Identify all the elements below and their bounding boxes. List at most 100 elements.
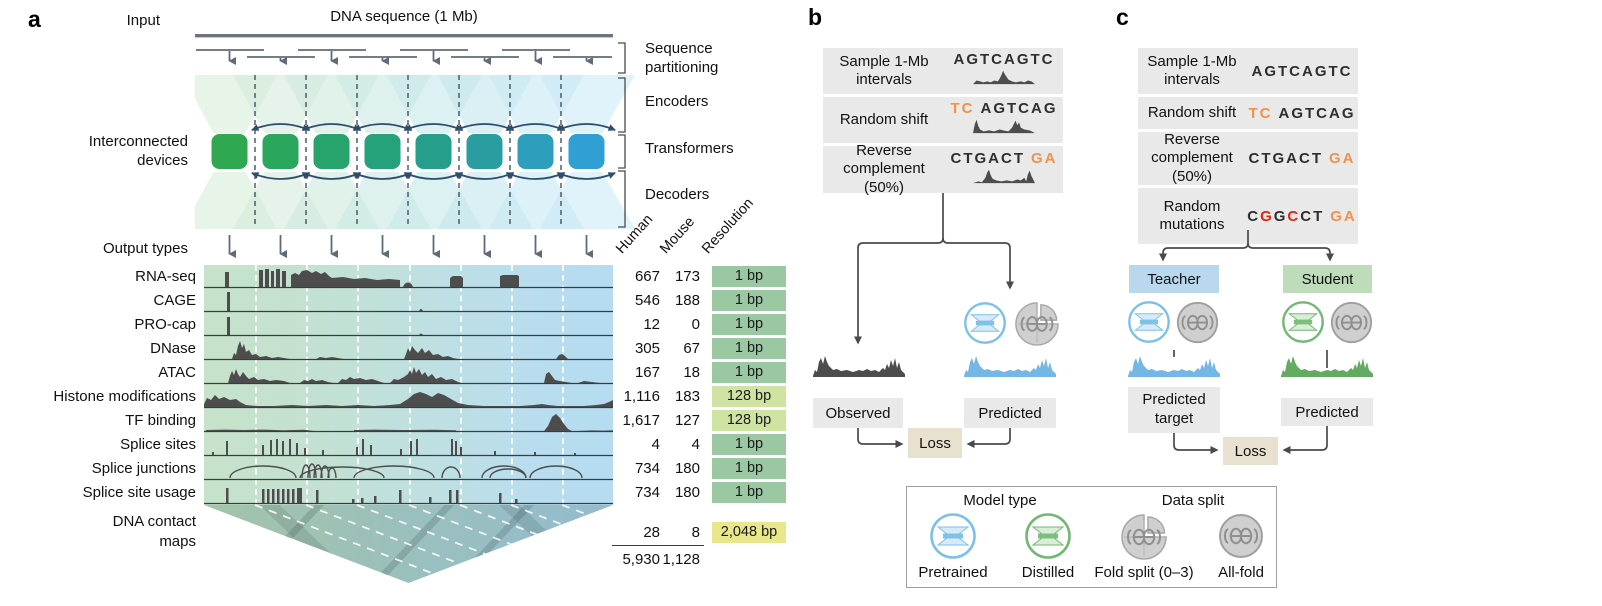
dna-sequence-title: DNA sequence (1 Mb) xyxy=(330,8,478,25)
distilled-model-icon xyxy=(1025,513,1071,559)
mini-track xyxy=(973,169,1035,183)
mouse-count: 127 xyxy=(674,412,700,429)
track-label: DNase xyxy=(150,340,196,357)
pretrained-model-icon xyxy=(964,302,1006,344)
panel-c-label: c xyxy=(1116,4,1129,30)
resolution-badge: 1 bp xyxy=(712,434,786,455)
human-count: 167 xyxy=(634,364,660,381)
mouse-total: 1,128 xyxy=(662,551,700,568)
predicted-box: Predicted xyxy=(1281,398,1373,426)
resolution-badge: 128 bp xyxy=(712,410,786,431)
predicted-track xyxy=(964,356,1056,377)
decoder-funnels xyxy=(195,172,635,229)
mouse-count: 18 xyxy=(683,364,700,381)
mouse-count: 67 xyxy=(683,340,700,357)
resolution-badge: 2,048 bp xyxy=(712,522,786,543)
predicted-target-box: Predicted target xyxy=(1128,387,1220,433)
augmentation-label: Random shift xyxy=(1147,103,1237,121)
human-count: 305 xyxy=(634,340,660,357)
all-fold-icon xyxy=(1329,300,1374,345)
resolution-badge: 1 bp xyxy=(712,290,786,311)
track-label: PRO-cap xyxy=(134,316,196,333)
device-separators xyxy=(254,75,562,228)
sequence-text: CTGACT GA xyxy=(1248,150,1356,167)
track-label: TF binding xyxy=(125,412,196,429)
track-cage xyxy=(204,292,613,313)
stage-label-decoders: Decoders xyxy=(645,186,710,203)
track-label: ATAC xyxy=(158,364,196,381)
human-count: 734 xyxy=(634,460,660,477)
legend-data-split-title: Data split xyxy=(1161,492,1225,509)
augmentation-box-shift: Random shift TC AGTCAG xyxy=(1138,97,1358,129)
track-splice-sites xyxy=(204,439,613,457)
track-label: CAGE xyxy=(153,292,196,309)
human-count: 28 xyxy=(643,524,660,541)
output-tracks-block xyxy=(204,265,613,505)
encoder-funnels xyxy=(195,75,635,133)
track-label: Histone modifications xyxy=(53,388,196,405)
observed-track xyxy=(813,356,905,377)
sequence-text: AGTCAGTC xyxy=(1251,62,1353,80)
augmentation-box-sample: Sample 1-Mb intervals AGTCAGTC xyxy=(823,48,1063,94)
track-rna-seq xyxy=(204,269,613,289)
track-atac xyxy=(204,367,613,385)
sequence-text: TC AGTCAG xyxy=(1248,104,1356,122)
output-arrows xyxy=(228,235,593,258)
augmentation-label: Reverse complement (50%) xyxy=(843,142,925,196)
track-label: Splice junctions xyxy=(91,460,196,477)
augmentation-label: Random mutations xyxy=(1159,197,1225,233)
resolution-badge: 1 bp xyxy=(712,362,786,383)
augmentation-box-shift: Random shift TC AGTCAG xyxy=(823,97,1063,143)
augmentation-box-sample: Sample 1-Mb intervals AGTCAGTC xyxy=(1138,48,1358,94)
panel-a-label: a xyxy=(28,6,41,32)
mouse-count: 4 xyxy=(691,436,700,453)
legend-model-type-title: Model type xyxy=(963,492,1037,509)
mouse-count: 183 xyxy=(674,388,700,405)
track-pro-cap xyxy=(204,317,613,337)
device-interconnect-arrows xyxy=(251,123,616,180)
human-total: 5,930 xyxy=(622,551,660,568)
track-label: DNA contact maps xyxy=(112,513,196,550)
observed-box: Observed xyxy=(813,398,903,428)
track-label: RNA-seq xyxy=(135,268,196,285)
dna-contact-maps-triangle xyxy=(204,505,613,583)
augmentation-box-revcomp: Reverse complement (50%) CTGACT GA xyxy=(823,142,1063,196)
human-count: 1,617 xyxy=(622,412,660,429)
mouse-count: 188 xyxy=(674,292,700,309)
track-splice-site-usage xyxy=(204,488,613,505)
track-dnase xyxy=(204,341,613,361)
augmentation-label: Sample 1-Mb intervals xyxy=(1147,52,1237,88)
sequence-text: TC AGTCAG xyxy=(950,100,1058,117)
column-header-mouse: Mouse xyxy=(657,213,699,257)
panel-b-label: b xyxy=(808,4,823,30)
predicted-box: Predicted xyxy=(964,398,1056,428)
stage-label-transformers: Transformers xyxy=(645,140,734,157)
mouse-count: 180 xyxy=(674,460,700,477)
fold-split-icon xyxy=(1014,300,1060,346)
track-label: Splice site usage xyxy=(82,484,196,501)
resolution-badge: 1 bp xyxy=(712,314,786,335)
teacher-box: Teacher xyxy=(1129,265,1219,293)
sequence-text: CGGCCT GA xyxy=(1247,207,1357,225)
distilled-model-icon xyxy=(1282,301,1324,343)
dna-sequence-line xyxy=(195,34,613,38)
resolution-badge: 1 bp xyxy=(712,458,786,479)
output-types-label: Output types xyxy=(102,240,188,257)
interconnected-devices-label: Interconnected devices xyxy=(88,133,188,169)
track-histone xyxy=(204,392,613,409)
human-count: 734 xyxy=(634,484,660,501)
stage-label-encoders: Encoders xyxy=(645,93,709,110)
mouse-count: 180 xyxy=(674,484,700,501)
mouse-count: 173 xyxy=(674,268,700,285)
teacher-predicted-track xyxy=(1128,356,1220,377)
transformer-devices xyxy=(211,134,605,169)
mouse-count: 8 xyxy=(691,524,700,541)
track-splice-junctions xyxy=(204,463,613,481)
augmentation-label: Random shift xyxy=(839,110,929,128)
student-predicted-track xyxy=(1281,356,1373,377)
totals-divider xyxy=(612,545,704,546)
human-count: 1,116 xyxy=(623,388,660,405)
all-fold-icon xyxy=(1175,300,1220,345)
input-label: Input xyxy=(126,12,160,29)
